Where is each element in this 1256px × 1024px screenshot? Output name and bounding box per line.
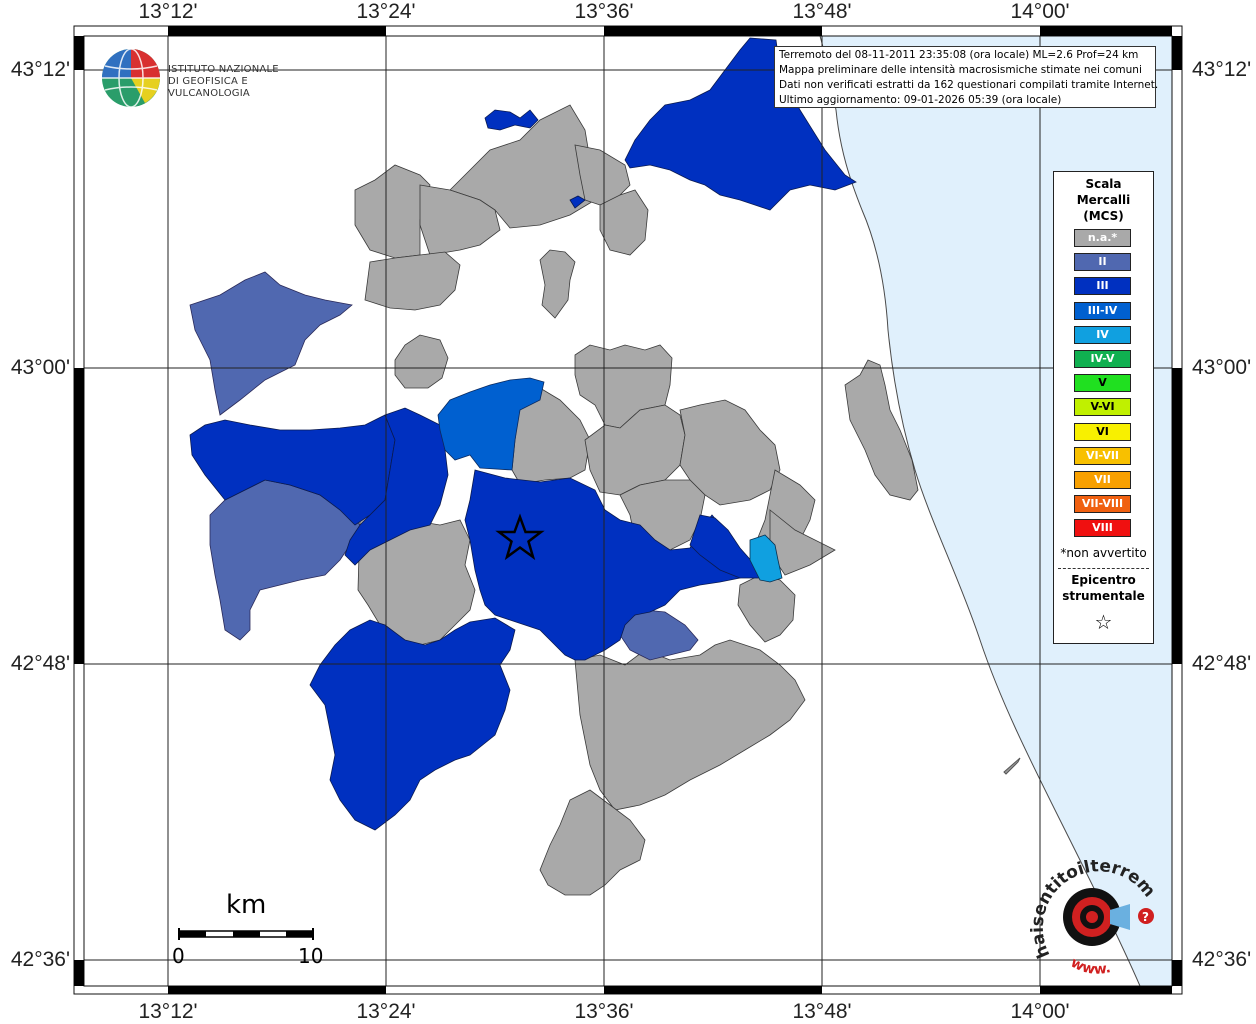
lon-tick-bottom-3: 13°36' [574,1000,634,1023]
svg-text:www.: www. [1068,955,1112,978]
target-icon: haisentitoilterremoto.it www. ? [1024,845,1159,978]
legend-item: VII [1074,471,1131,489]
lat-tick-right-2: 43°00' [1192,356,1252,379]
lat-tick-left-4: 42°36' [10,948,70,971]
scale-max: 10 [298,944,324,968]
lon-tick-top-4: 13°48' [792,0,852,23]
haisentito-prefix: www. [1068,955,1112,978]
legend-item: VII-VIII [1074,495,1131,514]
municipality-iv [749,534,783,583]
globe-icon [102,48,160,108]
municipalities-ii [189,271,699,661]
event-info-line3: Dati non verificati estratti da 162 ques… [779,79,1159,91]
legend-item: V [1074,374,1131,393]
legend-item: III [1074,277,1131,296]
legend-title-1: Scala [1085,177,1122,191]
scale-unit: km [226,890,267,920]
legend-title-3: (MCS) [1083,209,1124,223]
legend-item: V-VI [1074,398,1131,417]
ingv-logo-line2: DI GEOFISICA E VULCANOLOGIA [168,76,250,99]
legend-item: VIII [1074,519,1131,538]
lat-tick-right-1: 43°12' [1192,58,1252,81]
lon-tick-bottom-5: 14°00' [1010,1000,1070,1023]
map-border [73,25,1183,995]
lon-tick-top-3: 13°36' [574,0,634,23]
legend-note: *non avvertito [1060,546,1147,560]
municipalities-iii [189,37,857,831]
ingv-logo-line1: ISTITUTO NAZIONALE [168,64,279,75]
municipalities-na [354,104,919,896]
haisentito-logo: haisentitoilterremoto.it www. ? [1024,845,1170,980]
lat-tick-right-4: 42°36' [1192,948,1252,971]
lon-tick-top-2: 13°24' [356,0,416,23]
legend-item: IV [1074,325,1131,344]
legend-item: III-IV [1074,301,1131,320]
lat-tick-left-2: 43°00' [10,356,70,379]
ingv-logo: ISTITUTO NAZIONALE DI GEOFISICA E VULCAN… [100,46,330,110]
event-info-box: Terremoto del 08-11-2011 23:35:08 (ora l… [774,46,1159,108]
lon-tick-top-5: 14°00' [1010,0,1070,23]
scale-bar: km 0 10 [168,890,328,970]
svg-text:?: ? [1142,910,1149,924]
legend-item: IV-V [1074,350,1131,368]
lon-tick-bottom-1: 13°12' [138,1000,198,1023]
mcs-legend: Scala Mercalli (MCS) n.a.* II III III-IV IV I… [1053,171,1154,644]
scale-min: 0 [172,944,185,968]
lon-tick-bottom-4: 13°48' [792,1000,852,1023]
legend-item: VI-VII [1074,446,1131,465]
legend-item: n.a.* [1074,229,1131,247]
lon-tick-bottom-2: 13°24' [356,1000,416,1023]
legend-item: II [1074,253,1131,272]
event-info-line4: Ultimo aggiornamento: 09-01-2026 05:39 (… [779,94,1062,106]
legend-item: VI [1074,422,1131,441]
lat-tick-right-3: 42°48' [1192,652,1252,675]
municipality-iii-iv [437,377,545,471]
lon-tick-top-1: 13°12' [138,0,198,23]
event-info-line2: Mappa preliminare delle intensità macros… [779,64,1142,76]
star-icon: ☆ [1094,610,1113,634]
scale-bar-graphic [178,928,314,940]
legend-epicentre-label: Epicentro strumentale [1054,572,1153,604]
legend-separator [1058,568,1149,569]
legend-epicentre-line1: Epicentro [1071,573,1136,587]
legend-epicentre-line2: strumentale [1062,589,1145,603]
lat-tick-left-1: 43°12' [10,58,70,81]
map-canvas[interactable] [72,24,1184,996]
epicentre-star [495,513,545,561]
legend-title-2: Mercalli [1076,193,1131,207]
lat-tick-left-3: 42°48' [10,652,70,675]
event-info-line1: Terremoto del 08-11-2011 23:35:08 (ora l… [779,49,1139,61]
port-detail [1003,757,1021,775]
